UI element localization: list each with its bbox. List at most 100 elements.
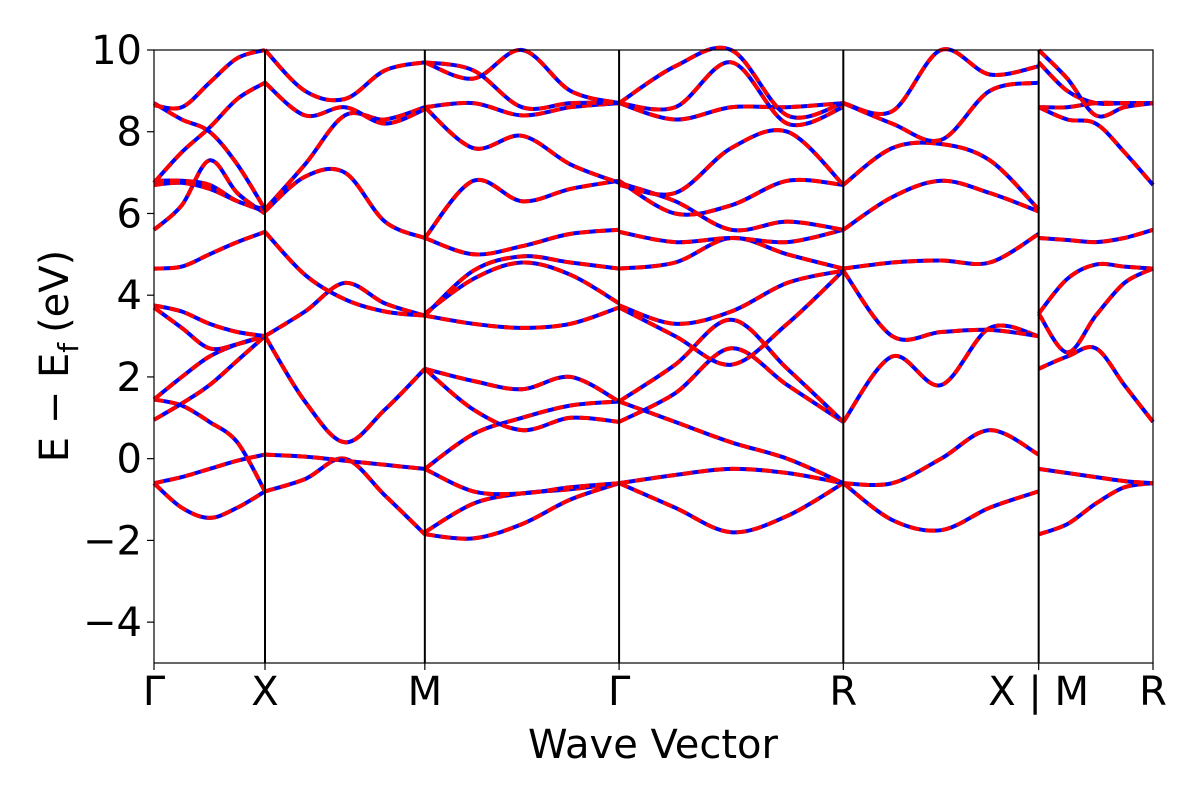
band-line-blue	[618, 268, 844, 326]
band-line-blue	[842, 47, 1040, 116]
band-line-blue	[423, 177, 620, 240]
band-line-blue	[263, 166, 426, 240]
band-line-blue	[424, 227, 620, 257]
band-line-blue	[1037, 345, 1155, 424]
band-line-red	[263, 335, 427, 445]
band-line-blue	[1037, 266, 1154, 355]
band-line-blue	[152, 158, 267, 232]
band-line-blue	[263, 335, 427, 445]
band-line-blue	[1037, 105, 1155, 187]
band-line-red	[1038, 481, 1154, 537]
band-line-red	[1037, 261, 1154, 315]
band-line-red	[843, 232, 1040, 271]
band-line-red	[152, 101, 267, 211]
y-axis-label: E − Ef (eV)	[32, 250, 85, 463]
band-line-blue	[263, 230, 425, 318]
x-tick-label: R	[1139, 669, 1167, 715]
y-axis-ticks: −4 −2 0 2 4 6 8 10	[83, 28, 154, 646]
band-line-red	[153, 303, 266, 339]
band-line-red	[617, 317, 845, 424]
band-line-red	[618, 101, 844, 122]
kpoint-divider-lines	[264, 50, 1040, 663]
band-line-blue	[152, 305, 266, 352]
band-line-red	[152, 481, 267, 520]
band-line-red	[424, 100, 620, 118]
band-line-red	[424, 481, 620, 541]
band-line-red	[263, 230, 425, 318]
band-line-blue	[618, 177, 844, 217]
band-line-red	[843, 428, 1040, 488]
band-line-blue	[153, 48, 266, 111]
band-line-red	[1038, 227, 1154, 245]
band-line-blue	[843, 232, 1040, 271]
band-line-blue	[153, 397, 267, 493]
x-tick-label: Γ	[608, 669, 631, 715]
band-line-blue	[842, 178, 1040, 232]
band-line-red	[153, 397, 267, 493]
band-line-red	[423, 481, 620, 534]
band-line-red	[424, 60, 620, 111]
y-axis-label-main: E − E	[32, 353, 78, 463]
band-line-blue	[842, 140, 1041, 211]
band-line-blue	[152, 101, 267, 211]
x-axis-ticks: Γ X M Γ R X | M R	[143, 663, 1167, 715]
band-line-red	[841, 269, 1039, 342]
band-line-red	[263, 105, 426, 211]
band-line-red	[152, 334, 266, 401]
y-tick-label: −2	[83, 518, 142, 564]
band-line-red	[423, 254, 620, 318]
band-line-red	[263, 280, 426, 338]
band-line-blue	[263, 280, 426, 338]
band-line-red	[618, 466, 844, 486]
band-line-red	[263, 166, 426, 240]
band-line-red	[618, 481, 845, 535]
band-line-red	[618, 177, 844, 217]
band-line-red	[841, 323, 1040, 424]
band-line-red	[1037, 48, 1154, 119]
band-line-red	[1037, 60, 1153, 107]
band-line-red	[423, 399, 620, 471]
band-line-red	[1037, 266, 1154, 355]
band-line-red	[152, 158, 267, 232]
x-tick-label: R	[829, 669, 857, 715]
x-tick-label: X | M	[988, 669, 1089, 715]
y-tick-label: 4	[117, 273, 142, 319]
band-line-red	[842, 178, 1040, 232]
y-tick-label: 8	[117, 110, 142, 156]
band-line-red	[1038, 466, 1154, 486]
y-tick-label: 10	[91, 28, 142, 74]
band-line-red	[263, 48, 426, 103]
y-axis-label-unit: (eV)	[32, 250, 78, 333]
band-line-blue	[618, 128, 845, 197]
plot-frame	[153, 49, 1154, 664]
band-line-red	[618, 60, 845, 128]
band-line-blue	[618, 235, 844, 271]
x-tick-label: M	[408, 669, 443, 715]
band-line-blue	[1037, 261, 1154, 315]
band-line-red	[153, 230, 266, 271]
y-axis-label-sub: f	[52, 342, 85, 353]
band-line-red	[423, 177, 620, 240]
band-line-red	[153, 178, 266, 212]
band-line-red	[423, 260, 621, 316]
band-line-red	[263, 81, 426, 126]
band-line-red	[424, 227, 620, 257]
band-line-red	[264, 452, 426, 471]
band-line-blue	[263, 105, 426, 211]
band-line-blue	[618, 481, 845, 535]
band-line-red	[618, 399, 845, 486]
band-line-red	[424, 366, 621, 404]
band-line-red	[842, 80, 1040, 144]
x-tick-label: X	[251, 669, 278, 715]
band-line-red	[1037, 105, 1155, 187]
x-tick-label: Γ	[143, 669, 166, 715]
y-tick-label: 6	[117, 191, 142, 237]
band-line-red	[842, 481, 1040, 533]
band-line-blue	[618, 269, 845, 367]
band-line-red	[1037, 345, 1155, 424]
y-tick-label: −4	[83, 600, 142, 646]
band-line-red	[618, 346, 845, 424]
band-line-red	[617, 45, 844, 120]
band-line-blue	[152, 334, 266, 401]
